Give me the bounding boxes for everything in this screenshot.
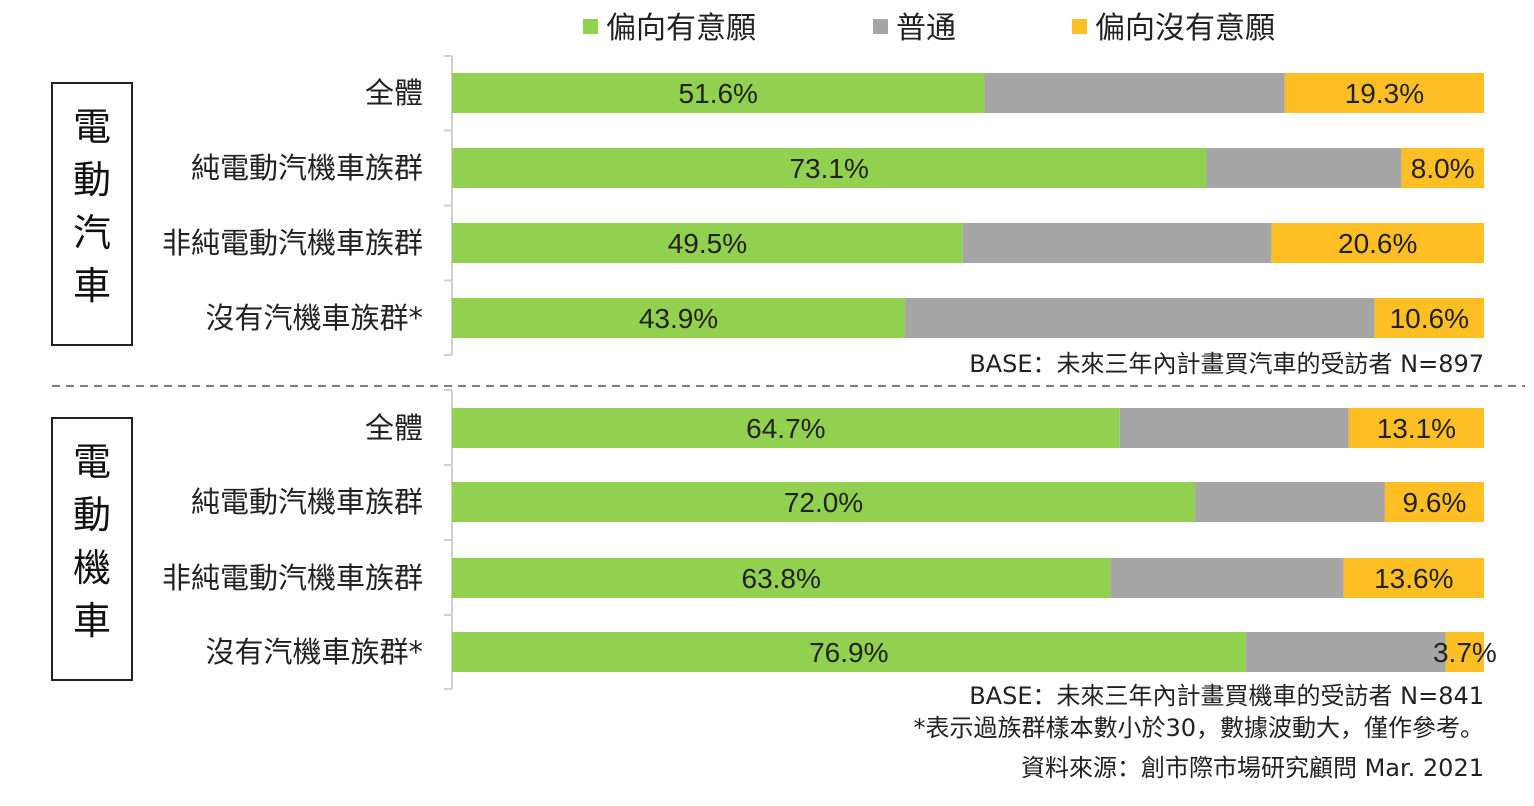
category-label: 沒有汽機車族群*	[205, 301, 423, 335]
bar-segment	[452, 148, 1207, 188]
footnote: *表示過族群樣本數小於30，數據波動大，僅作參考。	[913, 714, 1484, 742]
category-label: 全體	[365, 411, 423, 445]
group-title-char: 車	[73, 599, 111, 643]
bar-segment	[1119, 408, 1349, 448]
bar-segment	[1284, 73, 1484, 113]
bar-segment	[452, 558, 1111, 598]
group-title-char: 機	[73, 546, 111, 590]
bar-segment	[984, 73, 1285, 113]
data-label: 19.3%	[1345, 78, 1424, 109]
bar-segment	[1110, 558, 1344, 598]
group-title-char: 電	[73, 105, 111, 149]
bar-segment	[1245, 632, 1446, 672]
category-label: 純電動汽機車族群	[191, 485, 423, 519]
data-label: 49.5%	[668, 228, 747, 259]
category-label: 非純電動汽機車族群	[162, 226, 423, 260]
legend-swatch	[1072, 19, 1087, 34]
bar-segment	[452, 632, 1246, 672]
group-title-char: 動	[73, 158, 111, 202]
legend-swatch	[583, 19, 598, 34]
footnote: 資料來源：創市際市場研究顧問 Mar. 2021	[1021, 754, 1484, 782]
data-label: 51.6%	[679, 78, 758, 109]
base-note: BASE：未來三年內計畫買機車的受訪者 N=841	[969, 682, 1484, 710]
data-label: 72.0%	[784, 487, 863, 518]
bar-segment	[962, 223, 1272, 263]
data-label: 20.6%	[1338, 228, 1417, 259]
bar-segment	[1195, 482, 1385, 522]
bar-segment	[1271, 223, 1484, 263]
bar-segment	[452, 482, 1196, 522]
data-label: 3.7%	[1433, 637, 1497, 668]
legend-swatch	[873, 19, 888, 34]
legend-label: 普通	[896, 11, 956, 46]
data-label: 8.0%	[1411, 153, 1475, 184]
bar-segment	[452, 408, 1120, 448]
bar-segment	[1384, 482, 1484, 522]
legend-label: 偏向沒有意願	[1095, 11, 1275, 46]
bar-segment	[452, 298, 906, 338]
bar-segment	[1374, 298, 1484, 338]
data-label: 9.6%	[1403, 487, 1467, 518]
group-title-char: 動	[73, 493, 111, 537]
category-label: 全體	[365, 76, 423, 110]
data-label: 76.9%	[809, 637, 888, 668]
bar-segment	[1401, 148, 1484, 188]
data-label: 64.7%	[746, 413, 825, 444]
data-label: 73.1%	[789, 153, 868, 184]
data-label: 13.6%	[1374, 563, 1453, 594]
category-label: 沒有汽機車族群*	[205, 635, 423, 669]
data-label: 13.1%	[1377, 413, 1456, 444]
group-title-char: 汽	[73, 211, 111, 255]
data-label: 43.9%	[639, 303, 718, 334]
legend-label: 偏向有意願	[606, 11, 756, 46]
bar-segment	[1206, 148, 1402, 188]
group-title-char: 電	[73, 440, 111, 484]
bar-segment	[905, 298, 1375, 338]
category-label: 非純電動汽機車族群	[162, 561, 423, 595]
bar-segment	[1348, 408, 1484, 448]
bar-segment	[1445, 632, 1484, 672]
category-label: 純電動汽機車族群	[191, 151, 423, 185]
bar-segment	[452, 73, 985, 113]
group-title-char: 車	[73, 264, 111, 308]
group-title-box	[51, 417, 133, 681]
data-label: 63.8%	[742, 563, 821, 594]
bar-segment	[452, 223, 963, 263]
base-note: BASE：未來三年內計畫買汽車的受訪者 N=897	[969, 350, 1484, 378]
group-title-box	[51, 82, 133, 346]
data-label: 10.6%	[1390, 303, 1469, 334]
bar-segment	[1343, 558, 1484, 598]
